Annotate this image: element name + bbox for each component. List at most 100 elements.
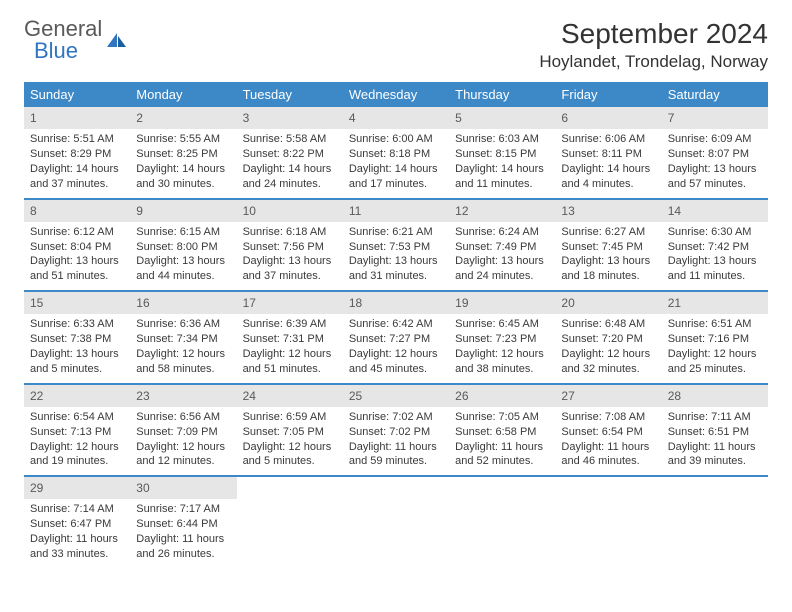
calendar-cell: 3Sunrise: 5:58 AMSunset: 8:22 PMDaylight… — [237, 107, 343, 198]
day-body: Sunrise: 6:33 AMSunset: 7:38 PMDaylight:… — [24, 314, 130, 382]
daylight-line: Daylight: 11 hours and 59 minutes. — [349, 440, 443, 470]
daylight-line: Daylight: 12 hours and 12 minutes. — [136, 440, 230, 470]
sunrise-line: Sunrise: 6:45 AM — [455, 317, 549, 332]
day-header-cell: Monday — [130, 82, 236, 107]
logo: General Blue — [24, 18, 128, 62]
sunrise-line: Sunrise: 7:11 AM — [668, 410, 762, 425]
sunrise-line: Sunrise: 7:17 AM — [136, 502, 230, 517]
day-body: Sunrise: 6:45 AMSunset: 7:23 PMDaylight:… — [449, 314, 555, 382]
daylight-line: Daylight: 12 hours and 58 minutes. — [136, 347, 230, 377]
day-number: 1 — [24, 107, 130, 129]
sunrise-line: Sunrise: 6:24 AM — [455, 225, 549, 240]
sunset-line: Sunset: 7:23 PM — [455, 332, 549, 347]
day-number: 3 — [237, 107, 343, 129]
week-row: 22Sunrise: 6:54 AMSunset: 7:13 PMDayligh… — [24, 385, 768, 478]
sunrise-line: Sunrise: 6:12 AM — [30, 225, 124, 240]
sunrise-line: Sunrise: 6:51 AM — [668, 317, 762, 332]
day-body: Sunrise: 6:24 AMSunset: 7:49 PMDaylight:… — [449, 222, 555, 290]
daylight-line: Daylight: 14 hours and 30 minutes. — [136, 162, 230, 192]
calendar-cell: 5Sunrise: 6:03 AMSunset: 8:15 PMDaylight… — [449, 107, 555, 198]
day-body: Sunrise: 5:55 AMSunset: 8:25 PMDaylight:… — [130, 129, 236, 197]
sunset-line: Sunset: 8:22 PM — [243, 147, 337, 162]
title-block: September 2024 Hoylandet, Trondelag, Nor… — [539, 18, 768, 72]
sunset-line: Sunset: 7:05 PM — [243, 425, 337, 440]
day-header-cell: Tuesday — [237, 82, 343, 107]
day-number: 18 — [343, 292, 449, 314]
day-number: 8 — [24, 200, 130, 222]
sunset-line: Sunset: 6:54 PM — [561, 425, 655, 440]
daylight-line: Daylight: 11 hours and 52 minutes. — [455, 440, 549, 470]
header: General Blue September 2024 Hoylandet, T… — [24, 18, 768, 72]
sunrise-line: Sunrise: 7:02 AM — [349, 410, 443, 425]
calendar-cell: 14Sunrise: 6:30 AMSunset: 7:42 PMDayligh… — [662, 200, 768, 291]
sunset-line: Sunset: 6:44 PM — [136, 517, 230, 532]
day-number: 17 — [237, 292, 343, 314]
sunset-line: Sunset: 7:53 PM — [349, 240, 443, 255]
calendar-cell: 20Sunrise: 6:48 AMSunset: 7:20 PMDayligh… — [555, 292, 661, 383]
sunset-line: Sunset: 7:56 PM — [243, 240, 337, 255]
day-number: 21 — [662, 292, 768, 314]
calendar-cell: 18Sunrise: 6:42 AMSunset: 7:27 PMDayligh… — [343, 292, 449, 383]
logo-text-gray: General — [24, 18, 102, 40]
day-body: Sunrise: 6:15 AMSunset: 8:00 PMDaylight:… — [130, 222, 236, 290]
day-body: Sunrise: 6:39 AMSunset: 7:31 PMDaylight:… — [237, 314, 343, 382]
day-number: 24 — [237, 385, 343, 407]
sunrise-line: Sunrise: 6:56 AM — [136, 410, 230, 425]
day-body: Sunrise: 6:54 AMSunset: 7:13 PMDaylight:… — [24, 407, 130, 475]
day-number: 27 — [555, 385, 661, 407]
daylight-line: Daylight: 12 hours and 51 minutes. — [243, 347, 337, 377]
day-body: Sunrise: 6:00 AMSunset: 8:18 PMDaylight:… — [343, 129, 449, 197]
day-body: Sunrise: 6:12 AMSunset: 8:04 PMDaylight:… — [24, 222, 130, 290]
sunset-line: Sunset: 7:13 PM — [30, 425, 124, 440]
week-row: 1Sunrise: 5:51 AMSunset: 8:29 PMDaylight… — [24, 107, 768, 200]
calendar-cell: 13Sunrise: 6:27 AMSunset: 7:45 PMDayligh… — [555, 200, 661, 291]
calendar-cell: 25 Sunrise: 7:02 AMSunset: 7:02 PMDayligh… — [343, 385, 449, 476]
sunrise-line: Sunrise: 6:03 AM — [455, 132, 549, 147]
day-number: 23 — [130, 385, 236, 407]
day-body: Sunrise: 7:05 AMSunset: 6:58 PMDaylight:… — [449, 407, 555, 475]
daylight-line: Daylight: 11 hours and 26 minutes. — [136, 532, 230, 562]
sunset-line: Sunset: 8:18 PM — [349, 147, 443, 162]
daylight-line: Daylight: 14 hours and 37 minutes. — [30, 162, 124, 192]
sunset-line: Sunset: 7:31 PM — [243, 332, 337, 347]
day-body: Sunrise: 7:17 AMSunset: 6:44 PMDaylight:… — [130, 499, 236, 567]
daylight-line: Daylight: 12 hours and 19 minutes. — [30, 440, 124, 470]
sunrise-line: Sunrise: 6:09 AM — [668, 132, 762, 147]
daylight-line: Daylight: 14 hours and 11 minutes. — [455, 162, 549, 192]
sunset-line: Sunset: 8:07 PM — [668, 147, 762, 162]
sunrise-line: Sunrise: 6:30 AM — [668, 225, 762, 240]
day-header-cell: Wednesday — [343, 82, 449, 107]
day-body: Sunrise: 6:56 AMSunset: 7:09 PMDaylight:… — [130, 407, 236, 475]
sunset-line: Sunset: 7:02 PM — [349, 425, 443, 440]
calendar-cell: 29Sunrise: 7:14 AMSunset: 6:47 PMDayligh… — [24, 477, 130, 568]
day-number: 20 — [555, 292, 661, 314]
daylight-line: Daylight: 13 hours and 31 minutes. — [349, 254, 443, 284]
daylight-line: Daylight: 13 hours and 5 minutes. — [30, 347, 124, 377]
sunset-line: Sunset: 6:51 PM — [668, 425, 762, 440]
daylight-line: Daylight: 12 hours and 38 minutes. — [455, 347, 549, 377]
calendar-cell: 2Sunrise: 5:55 AMSunset: 8:25 PMDaylight… — [130, 107, 236, 198]
day-number: 12 — [449, 200, 555, 222]
daylight-line: Daylight: 14 hours and 17 minutes. — [349, 162, 443, 192]
calendar: SundayMondayTuesdayWednesdayThursdayFrid… — [24, 82, 768, 568]
day-body: Sunrise: 7:11 AMSunset: 6:51 PMDaylight:… — [662, 407, 768, 475]
day-body: Sunrise: 7:08 AMSunset: 6:54 PMDaylight:… — [555, 407, 661, 475]
sunrise-line: Sunrise: 5:58 AM — [243, 132, 337, 147]
sunrise-line: Sunrise: 5:55 AM — [136, 132, 230, 147]
calendar-cell: 4Sunrise: 6:00 AMSunset: 8:18 PMDaylight… — [343, 107, 449, 198]
day-body: Sunrise: 6:42 AMSunset: 7:27 PMDaylight:… — [343, 314, 449, 382]
day-body: Sunrise: 6:30 AMSunset: 7:42 PMDaylight:… — [662, 222, 768, 290]
day-number: 10 — [237, 200, 343, 222]
daylight-line: Daylight: 13 hours and 11 minutes. — [668, 254, 762, 284]
day-number: 29 — [24, 477, 130, 499]
calendar-cell: 11Sunrise: 6:21 AMSunset: 7:53 PMDayligh… — [343, 200, 449, 291]
sunset-line: Sunset: 7:42 PM — [668, 240, 762, 255]
day-body: Sunrise: 6:51 AMSunset: 7:16 PMDaylight:… — [662, 314, 768, 382]
day-number: 25 — [343, 385, 449, 407]
day-body: Sunrise: 6:36 AMSunset: 7:34 PMDaylight:… — [130, 314, 236, 382]
sail-icon — [106, 31, 128, 49]
calendar-cell: 27Sunrise: 7:08 AMSunset: 6:54 PMDayligh… — [555, 385, 661, 476]
day-body: Sunrise: 6:59 AMSunset: 7:05 PMDaylight:… — [237, 407, 343, 475]
sunset-line: Sunset: 8:04 PM — [30, 240, 124, 255]
sunset-line: Sunset: 6:47 PM — [30, 517, 124, 532]
